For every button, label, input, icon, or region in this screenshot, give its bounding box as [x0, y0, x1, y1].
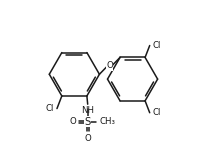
Text: CH₃: CH₃ — [99, 117, 115, 126]
Text: Cl: Cl — [152, 41, 161, 50]
Text: NH: NH — [81, 106, 94, 115]
Text: O: O — [84, 134, 91, 143]
Text: Cl: Cl — [45, 104, 54, 113]
Text: O: O — [106, 61, 113, 70]
Text: S: S — [84, 117, 91, 127]
Text: O: O — [70, 117, 76, 126]
Text: Cl: Cl — [152, 108, 161, 117]
